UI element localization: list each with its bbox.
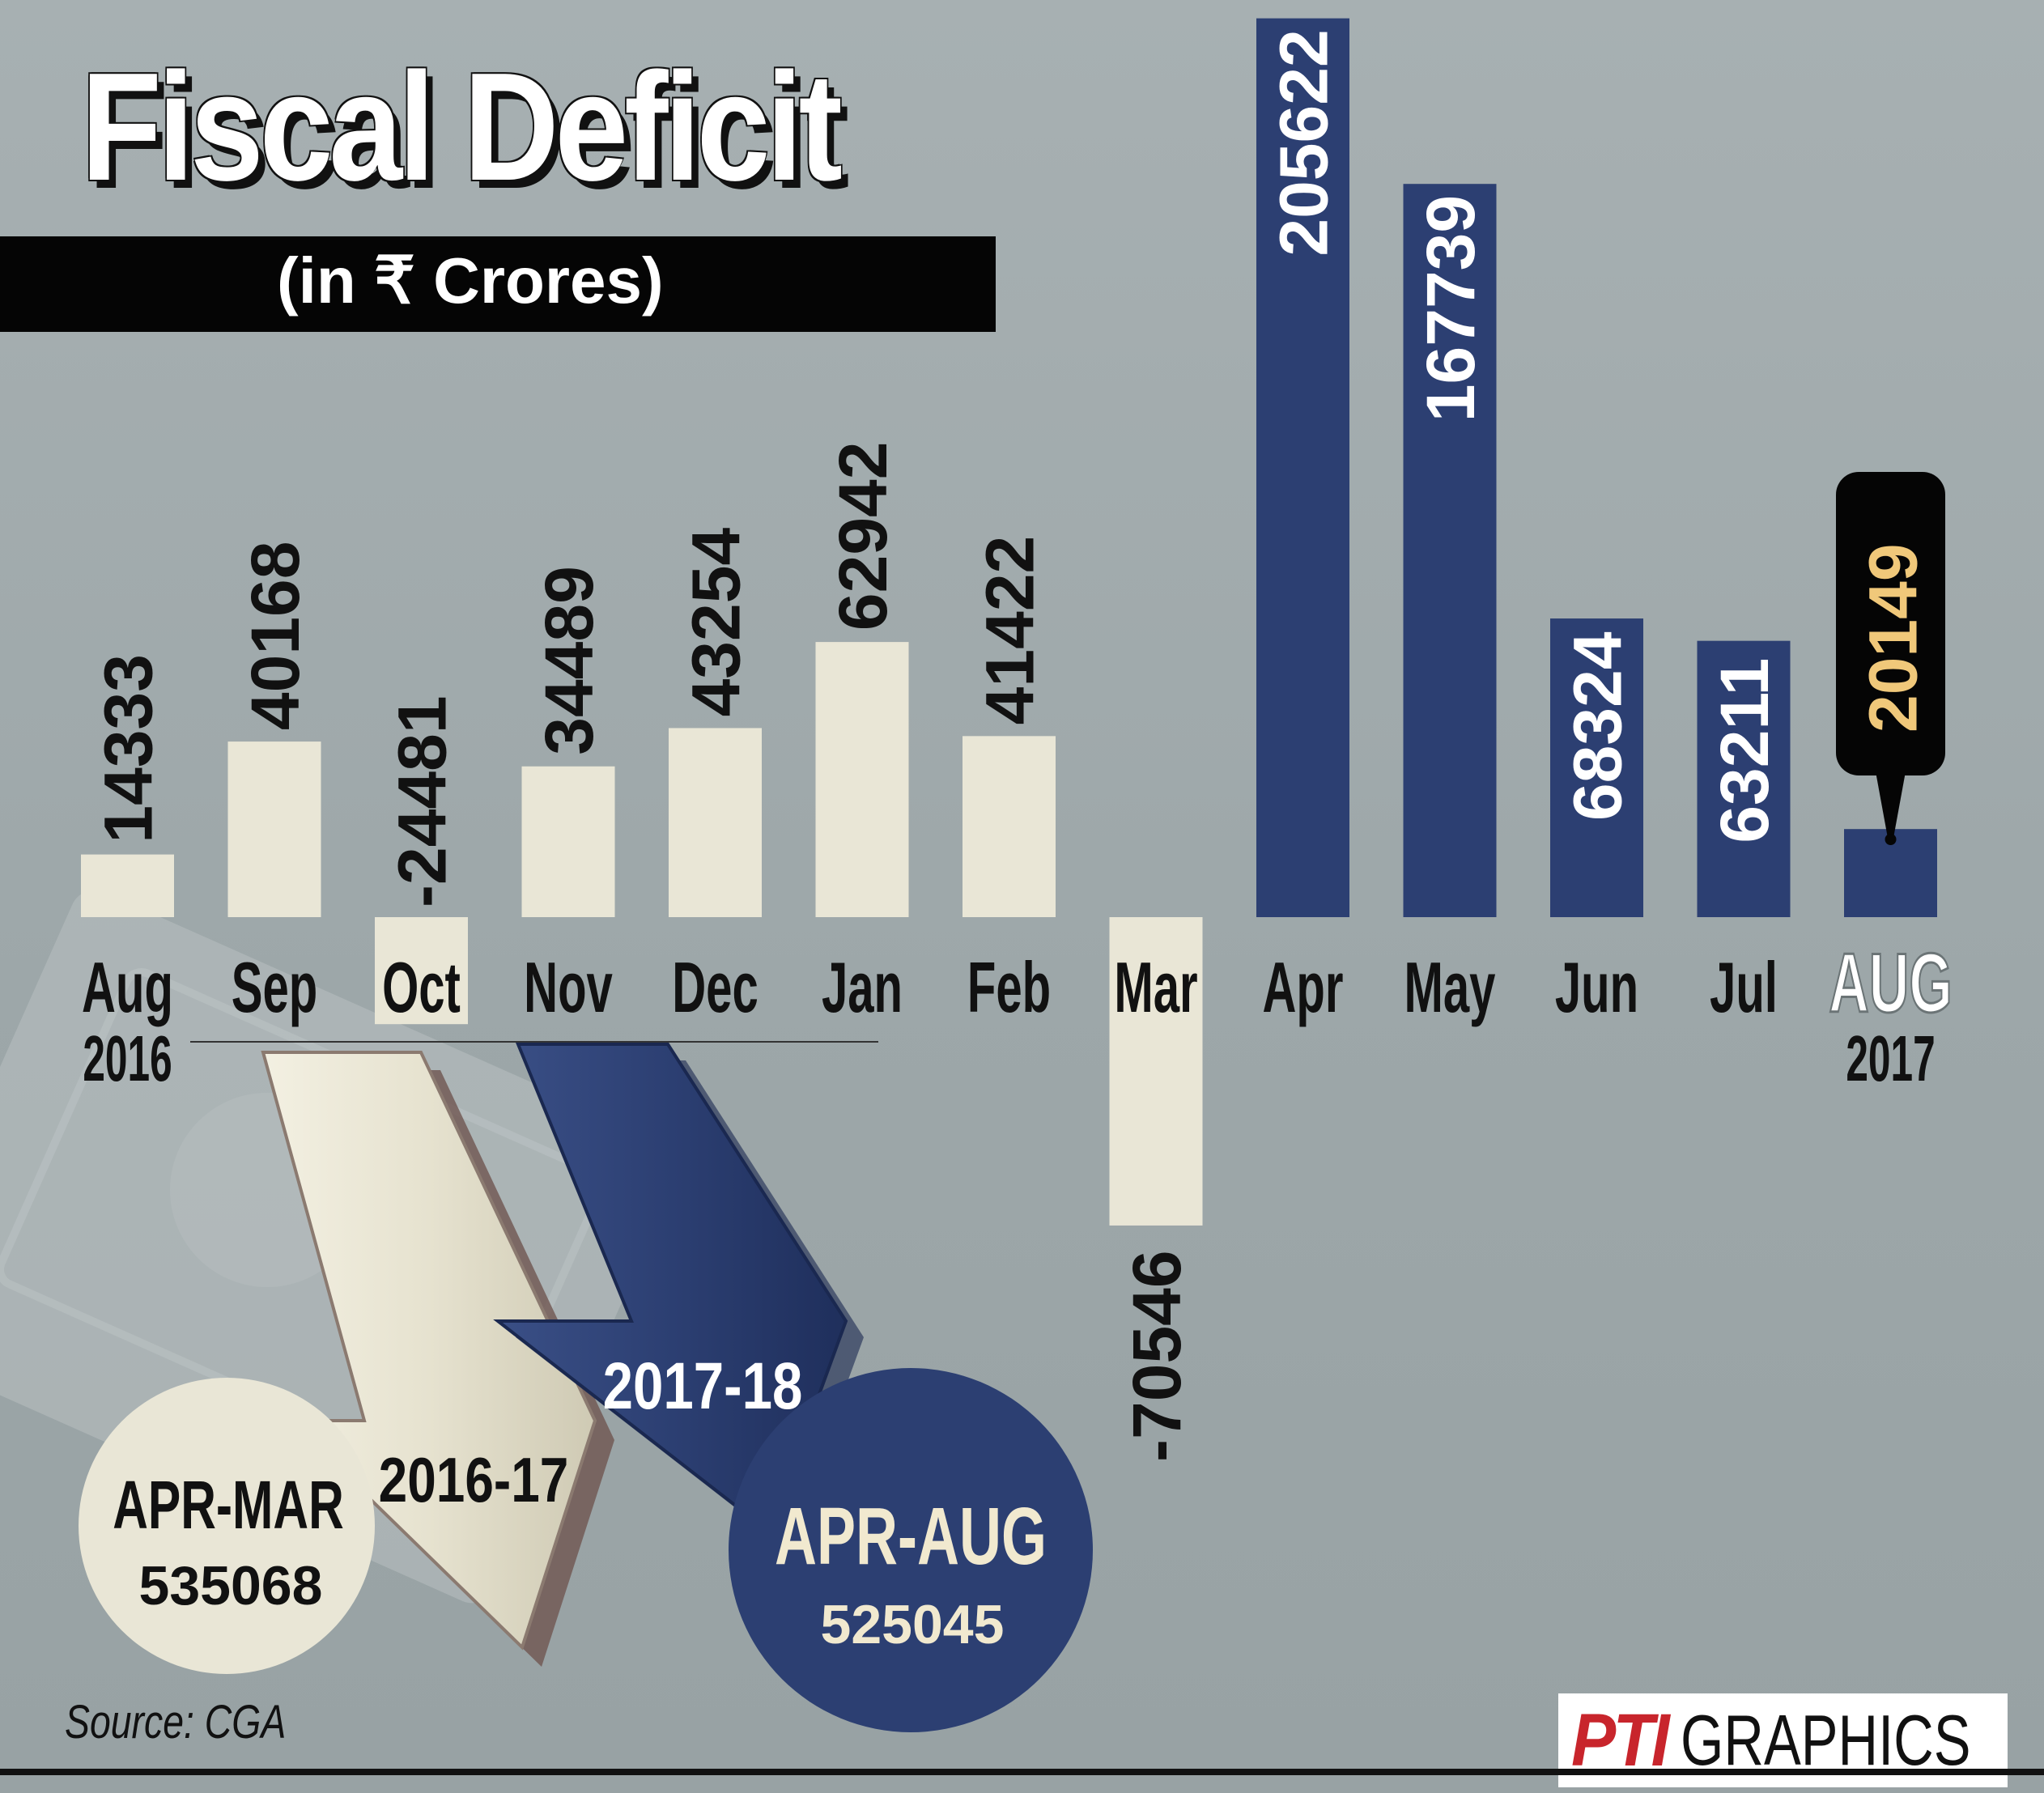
value-label-oct: -24481 xyxy=(385,695,461,907)
bar-dec xyxy=(669,728,762,917)
value-label-aug: 14333 xyxy=(91,654,167,843)
value-label-jan: 62942 xyxy=(825,442,901,631)
value-label-may: 167739 xyxy=(1413,195,1489,422)
subtitle-bar xyxy=(0,236,996,332)
value-label-dec: 43254 xyxy=(678,528,754,717)
chart-title: Fiscal Deficit xyxy=(81,41,843,213)
source-note: Source: CGA xyxy=(65,1696,287,1748)
value-label-nov: 34489 xyxy=(531,566,607,755)
bar-jul xyxy=(1697,640,1791,917)
highlight-callout xyxy=(1836,472,1945,845)
month-label-may: May xyxy=(1404,948,1496,1027)
bar-mar xyxy=(1109,917,1203,1226)
month-label-jan: Jan xyxy=(822,948,903,1027)
bar-may xyxy=(1403,184,1497,917)
callout-pointer xyxy=(1876,774,1906,840)
bar-oct xyxy=(375,917,468,1025)
summary-period-apr-mar: APR-MAR xyxy=(113,1467,344,1543)
logo-graphics-text: GRAPHICS xyxy=(1681,1700,1971,1780)
bar-apr xyxy=(1256,18,1349,917)
summary-total-apr-mar: 535068 xyxy=(139,1555,323,1617)
value-label-jun: 68324 xyxy=(1560,631,1636,821)
value-label-sep: 40168 xyxy=(237,541,313,730)
value-label-mar: -70546 xyxy=(1119,1250,1195,1462)
chart-subtitle: (in ₹ Crores) xyxy=(277,244,664,317)
month-label-aug: Aug xyxy=(82,948,173,1027)
summary-circle-apr-aug xyxy=(729,1368,1093,1732)
month-label-mar: Mar xyxy=(1114,948,1197,1027)
value-label-aug: 20149 xyxy=(1855,543,1931,733)
value-label-jul: 63211 xyxy=(1706,658,1783,843)
month-label-oct: Oct xyxy=(382,948,461,1027)
bottom-border xyxy=(0,1769,2044,1775)
month-label-feb: Feb xyxy=(967,948,1051,1027)
summary-period-apr-aug: APR-AUG xyxy=(775,1491,1047,1581)
callout-bubble xyxy=(1836,472,1945,775)
month-label-nov: Nov xyxy=(524,948,613,1027)
arrow-2016-17 xyxy=(261,1051,614,1667)
bar-sep xyxy=(227,741,321,917)
pti-logo-mark: PTI xyxy=(1571,1698,1670,1782)
bar-feb xyxy=(963,736,1056,917)
year-label-2016: 2016 xyxy=(83,1023,172,1095)
arrow-year-2016-17: 2016-17 xyxy=(379,1445,569,1515)
bar-aug xyxy=(81,854,174,917)
month-label-jul: Jul xyxy=(1710,948,1778,1027)
bars-layer xyxy=(81,18,1945,1226)
summary-total-apr-aug: 525045 xyxy=(821,1594,1005,1655)
month-label-dec: Dec xyxy=(672,948,759,1027)
summary-circle-apr-mar xyxy=(79,1378,375,1674)
month-label-jun: Jun xyxy=(1555,948,1638,1027)
year-label-2017: 2017 xyxy=(1846,1023,1935,1095)
bar-jun xyxy=(1550,618,1643,917)
month-label-aug-highlight: AUG xyxy=(1829,936,1953,1030)
bar-nov xyxy=(521,766,615,917)
value-label-feb: 41422 xyxy=(972,536,1048,725)
callout-dot xyxy=(1885,834,1897,845)
month-label-apr: Apr xyxy=(1262,948,1343,1027)
arrow-year-2017-18: 2017-18 xyxy=(603,1349,803,1423)
bar-jan xyxy=(815,642,909,917)
month-label-sep: Sep xyxy=(232,948,318,1027)
value-label-apr: 205622 xyxy=(1266,29,1342,256)
